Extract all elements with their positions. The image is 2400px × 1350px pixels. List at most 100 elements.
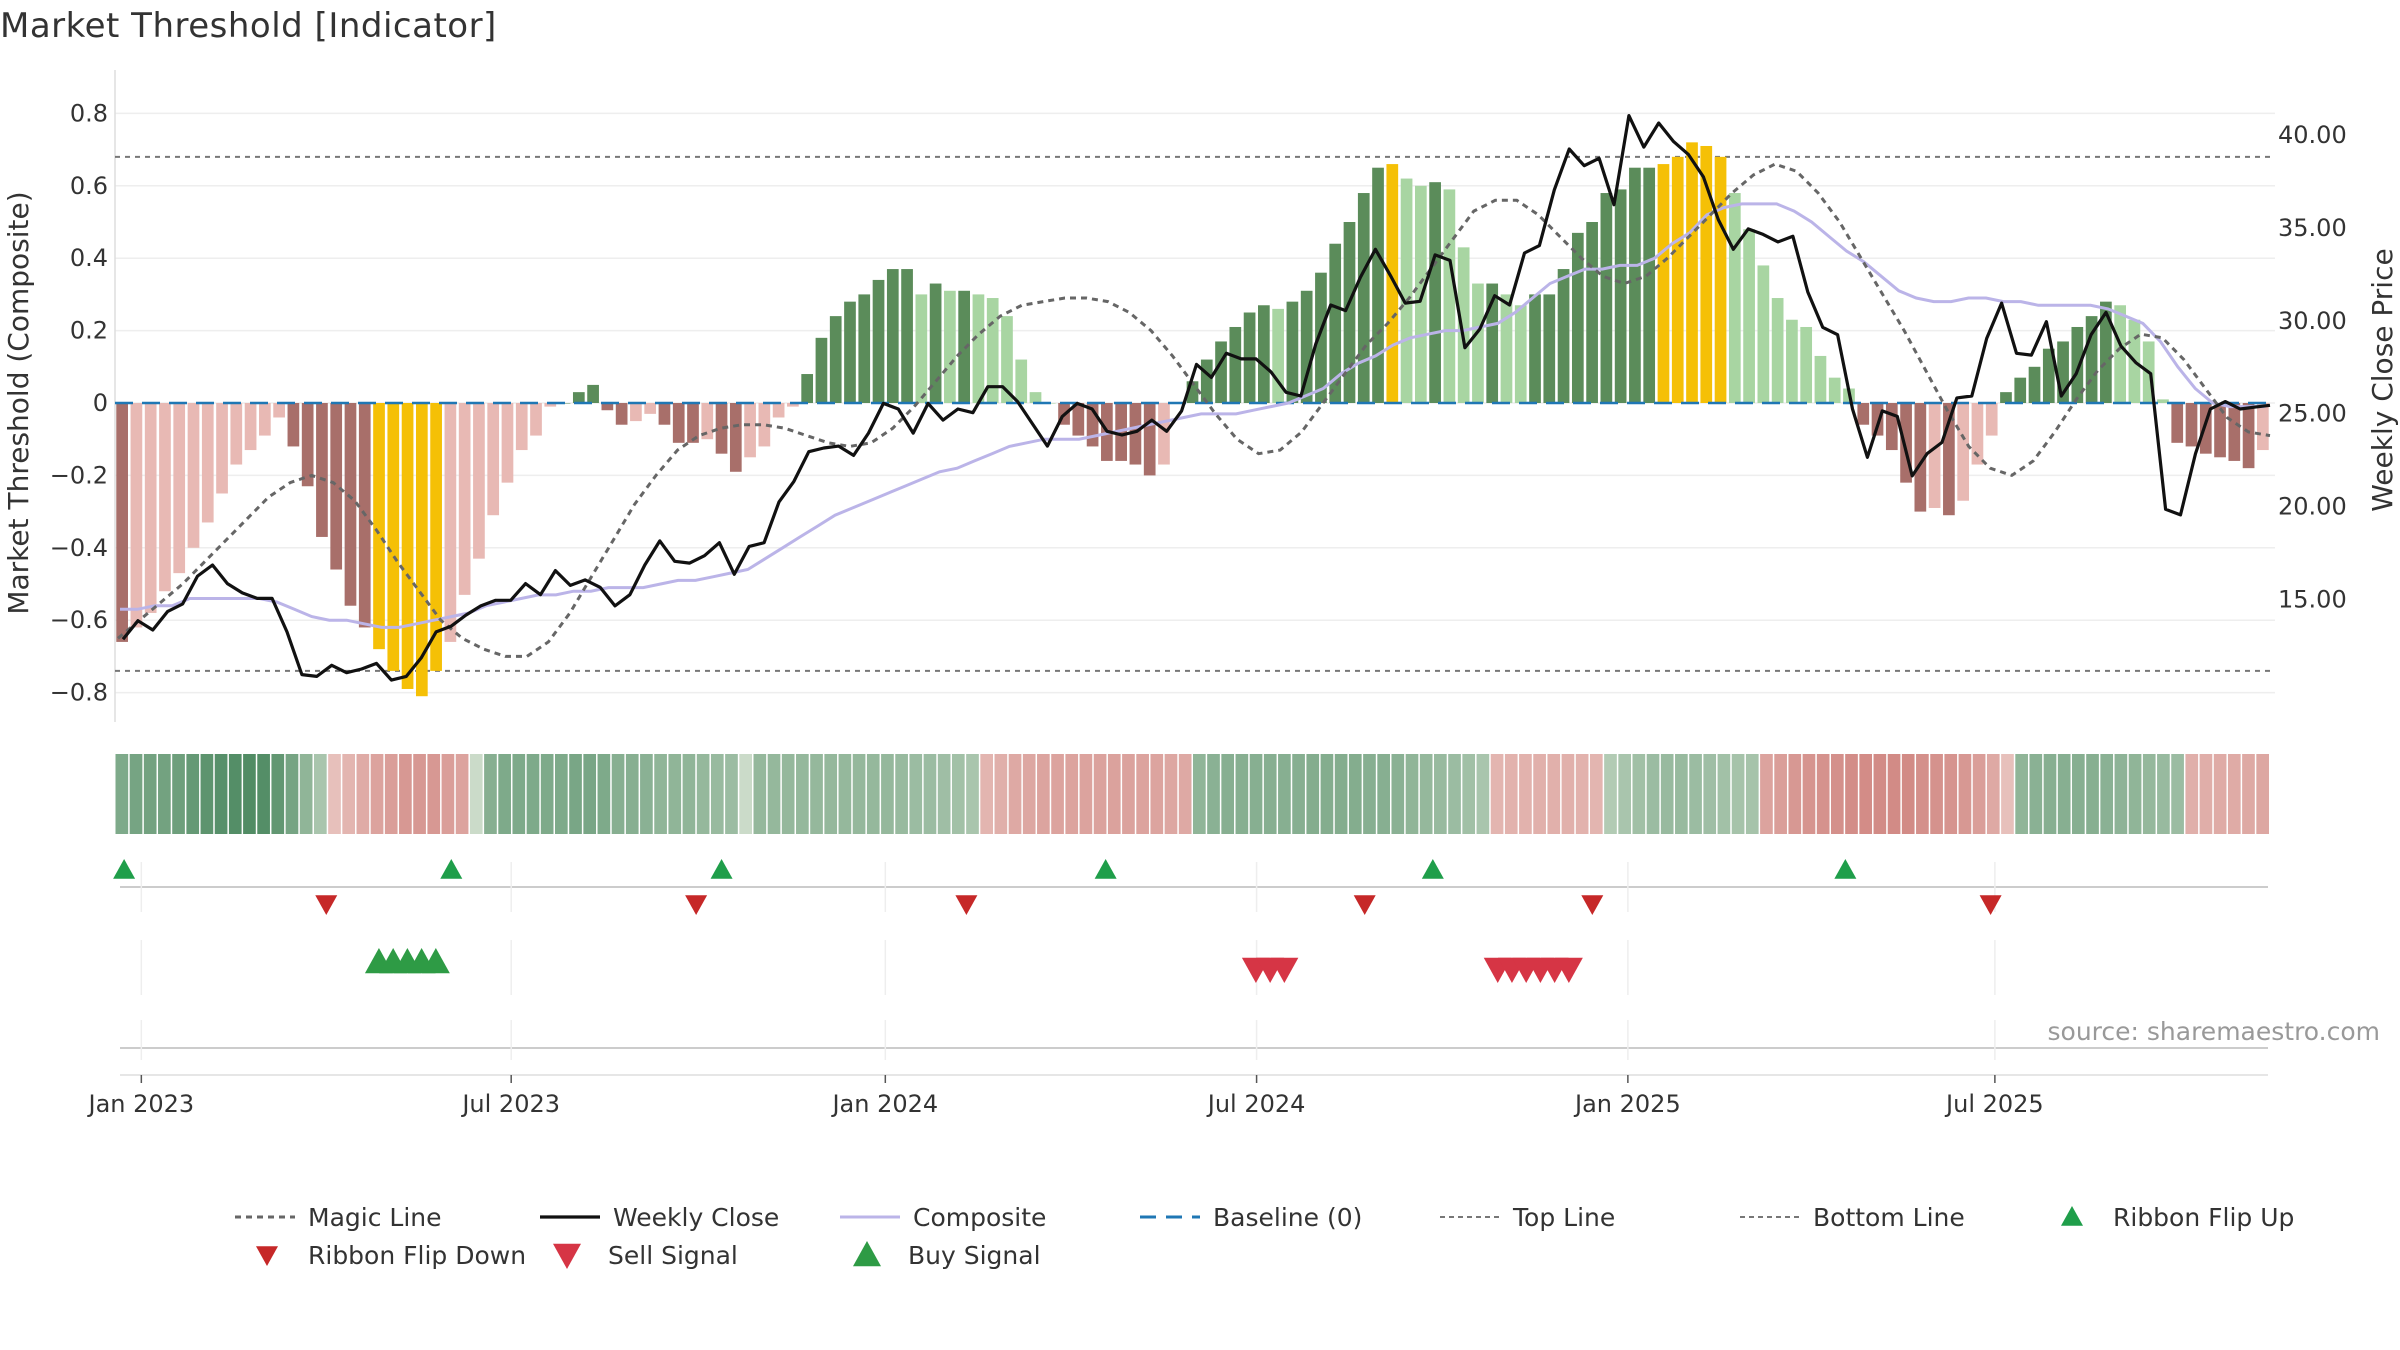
x-tick-label: Jan 2025 (1573, 1090, 1681, 1118)
composite-bar (787, 403, 799, 407)
composite-bar (287, 403, 300, 447)
ribbon-cell (2185, 754, 2199, 834)
ribbon-cell (328, 754, 341, 834)
composite-bar (2085, 316, 2098, 403)
ribbon-cell (555, 754, 568, 834)
ribbon-cell (1164, 754, 1178, 834)
ribbon-cell (654, 754, 667, 834)
composite-bar (687, 403, 699, 443)
ribbon-cell (172, 754, 185, 834)
ribbon-cell (2157, 754, 2170, 834)
composite-bar (1286, 301, 1299, 403)
ribbon-cell (1348, 754, 1362, 834)
weekly-close-line (121, 114, 2271, 682)
y-tick-label: −0.8 (50, 679, 108, 707)
composite-bar (1643, 167, 1656, 403)
composite-bar (1472, 283, 1484, 403)
x-tick-label: Jul 2024 (1206, 1090, 1306, 1118)
ribbon-cell (158, 754, 171, 834)
ribbon-cell (1037, 754, 1050, 834)
composite-bar (1871, 403, 1884, 436)
legend-item-bottom: Bottom Line (1740, 1203, 1965, 1232)
ribbon-cell (1618, 754, 1632, 834)
composite-bar (1985, 403, 1998, 436)
buy-signal-marker (421, 948, 450, 974)
ribbon-cell (186, 754, 200, 834)
composite-bar (972, 294, 985, 403)
ribbon-cell (1363, 754, 1376, 834)
composite-bar (473, 403, 485, 559)
ribbon-cell (1093, 754, 1107, 834)
chart-title: Market Threshold [Indicator] (0, 6, 497, 46)
ribbon-cell (1830, 754, 1844, 834)
composite-bar (1329, 243, 1342, 403)
composite-bar (330, 403, 343, 570)
ribbon-cell (1136, 754, 1149, 834)
y2-tick-label: 30.00 (2278, 307, 2347, 335)
composite-bar (758, 403, 771, 447)
ribbon-cell (1008, 754, 1022, 834)
ribbon-cell (1051, 754, 1064, 834)
composite-bar (1272, 308, 1284, 403)
legend-label: Ribbon Flip Down (308, 1241, 526, 1270)
legend-item-ribbon_up: Ribbon Flip Up (2113, 1203, 2294, 1232)
composite-bar (2057, 341, 2069, 403)
ribbon-cell (1845, 754, 1858, 834)
legend-label: Top Line (1512, 1203, 1615, 1232)
ribbon-cell (866, 754, 880, 834)
ribbon-cell (1930, 754, 1943, 834)
ribbon-cell (895, 754, 908, 834)
composite-bar (844, 301, 856, 403)
composite-bar (1914, 403, 1927, 512)
ribbon-cell (512, 754, 526, 834)
composite-bar (2242, 403, 2255, 469)
ribbon-cell (214, 754, 228, 834)
ribbon-cell (1419, 754, 1433, 834)
ribbon-cell (569, 754, 582, 834)
ribbon-cell (1448, 754, 1461, 834)
legend-label: Sell Signal (608, 1241, 738, 1270)
y-tick-label: 0.2 (70, 317, 108, 345)
ribbon-cell (696, 754, 710, 834)
ribbon-cell (597, 754, 611, 834)
composite-bar (1771, 298, 1784, 403)
composite-bar (1800, 326, 1813, 403)
ribbon-cell (1207, 754, 1220, 834)
ribbon-cell (994, 754, 1008, 834)
ribbon-cell (299, 754, 313, 834)
ribbon-cell (881, 754, 894, 834)
composite-bar (2171, 403, 2184, 443)
ribbon-cell (1377, 754, 1390, 834)
y-tick-label: −0.2 (50, 461, 108, 489)
legend-swatch (256, 1246, 278, 1266)
composite-bar (1600, 193, 1613, 403)
ribbon-cell (1122, 754, 1135, 834)
composite-bar (173, 403, 186, 574)
composite-bar (1629, 167, 1641, 403)
composite-bar (244, 403, 257, 451)
composite-bar (1971, 403, 1984, 465)
composite-bar (116, 403, 128, 642)
ribbon-flip-up-marker (1834, 859, 1857, 879)
ribbon-cell (583, 754, 597, 834)
ribbon-cell (1632, 754, 1646, 834)
composite-bar (1885, 403, 1898, 451)
composite-bar (1429, 182, 1441, 403)
ribbon-cell (243, 754, 256, 834)
composite-bar (815, 337, 828, 403)
composite-bar (2199, 403, 2212, 454)
ribbon-cell (228, 754, 242, 834)
ribbon-cell (498, 754, 511, 834)
ribbon-cell (966, 754, 979, 834)
composite-bar (1300, 290, 1313, 403)
composite-bar (672, 403, 685, 443)
ribbon-cell (1589, 754, 1603, 834)
y-tick-label: 0 (93, 389, 108, 417)
ribbon-cell (1675, 754, 1688, 834)
composite-bar (2157, 399, 2169, 403)
ribbon-cell (2001, 754, 2014, 834)
ribbon-cell (2171, 754, 2184, 834)
composite-bar (1072, 403, 1085, 436)
sell-signal-marker (1270, 957, 1299, 983)
ribbon-cell (1859, 754, 1873, 834)
